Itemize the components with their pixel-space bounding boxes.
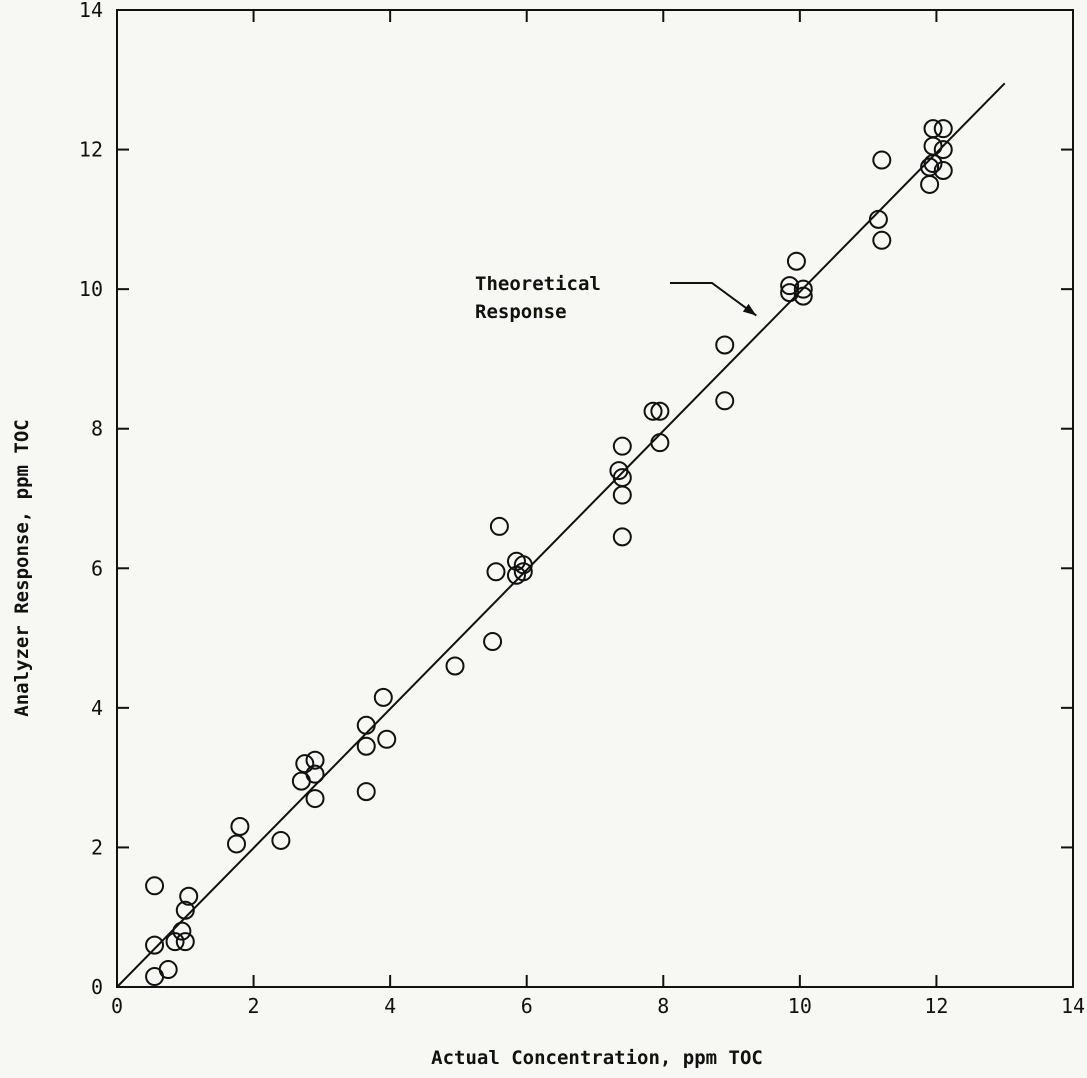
data-point bbox=[165, 932, 185, 952]
data-point bbox=[175, 900, 195, 920]
data-point bbox=[373, 687, 393, 707]
data-point bbox=[780, 283, 800, 303]
data-point bbox=[356, 782, 376, 802]
data-point bbox=[933, 140, 953, 160]
data-point bbox=[786, 251, 806, 271]
x-tick-label: 2 bbox=[248, 994, 260, 1018]
data-point bbox=[230, 816, 250, 836]
data-point bbox=[793, 279, 813, 299]
data-point bbox=[179, 886, 199, 906]
data-point bbox=[295, 754, 315, 774]
data-point bbox=[872, 230, 892, 250]
data-point bbox=[486, 562, 506, 582]
x-tick-label: 14 bbox=[1061, 994, 1085, 1018]
plot-frame bbox=[116, 9, 1074, 988]
x-axis-title: Actual Concentration, ppm TOC bbox=[431, 1047, 763, 1069]
data-point bbox=[513, 562, 533, 582]
data-point bbox=[356, 736, 376, 756]
x-tick-label: 8 bbox=[657, 994, 669, 1018]
annotation-text: Theoretical bbox=[475, 273, 601, 295]
data-point bbox=[650, 401, 670, 421]
data-point bbox=[305, 764, 325, 784]
y-tick-label: 14 bbox=[79, 0, 103, 22]
data-point bbox=[715, 335, 735, 355]
data-point bbox=[868, 209, 888, 229]
annotation-text: Response bbox=[475, 301, 567, 323]
y-tick-label: 0 bbox=[91, 975, 103, 999]
data-point bbox=[612, 436, 632, 456]
data-point bbox=[513, 555, 533, 575]
data-point bbox=[172, 921, 192, 941]
data-point bbox=[271, 830, 291, 850]
theoretical-response-line bbox=[116, 82, 1006, 988]
data-point bbox=[145, 876, 165, 896]
x-tick-label: 10 bbox=[788, 994, 812, 1018]
data-point bbox=[175, 932, 195, 952]
data-point bbox=[489, 516, 509, 536]
data-point bbox=[872, 150, 892, 170]
data-point bbox=[227, 834, 246, 854]
x-tick-label: 0 bbox=[111, 994, 123, 1018]
x-tick-label: 4 bbox=[384, 994, 396, 1018]
data-point bbox=[933, 119, 953, 139]
x-tick-label: 12 bbox=[924, 994, 948, 1018]
data-point bbox=[612, 527, 632, 547]
y-tick-label: 6 bbox=[91, 556, 103, 580]
y-tick-label: 8 bbox=[91, 417, 103, 441]
y-axis-title: Analyzer Response, ppm TOC bbox=[11, 419, 33, 716]
data-point bbox=[356, 715, 376, 735]
data-point bbox=[377, 729, 397, 749]
data-point bbox=[445, 656, 465, 676]
data-point bbox=[920, 157, 940, 177]
data-point bbox=[612, 485, 632, 505]
data-point bbox=[923, 154, 943, 174]
annotation-arrow-line bbox=[670, 282, 757, 317]
data-point bbox=[923, 136, 943, 156]
data-point bbox=[158, 960, 178, 980]
y-tick-label: 2 bbox=[91, 835, 103, 859]
data-point bbox=[923, 119, 943, 139]
data-point bbox=[305, 750, 325, 770]
y-tick-label: 12 bbox=[79, 138, 103, 162]
data-point bbox=[483, 632, 503, 652]
data-point bbox=[933, 161, 953, 181]
data-point bbox=[650, 433, 670, 453]
data-point bbox=[920, 174, 940, 194]
x-tick-label: 6 bbox=[521, 994, 533, 1018]
data-point bbox=[145, 935, 165, 955]
data-point bbox=[780, 276, 800, 296]
y-tick-label: 10 bbox=[79, 277, 103, 301]
y-tick-label: 4 bbox=[91, 696, 103, 720]
data-point bbox=[793, 286, 813, 306]
data-point bbox=[715, 391, 735, 411]
data-point bbox=[643, 401, 663, 421]
data-point bbox=[305, 789, 325, 809]
annotation-arrowhead bbox=[742, 303, 757, 316]
